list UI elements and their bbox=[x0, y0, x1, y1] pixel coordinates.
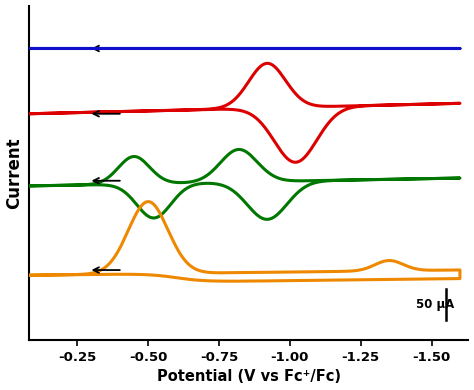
Text: 50 μA: 50 μA bbox=[416, 298, 454, 311]
Y-axis label: Current: Current bbox=[6, 137, 24, 209]
X-axis label: Potential (V vs Fc⁺/Fc): Potential (V vs Fc⁺/Fc) bbox=[157, 369, 341, 385]
